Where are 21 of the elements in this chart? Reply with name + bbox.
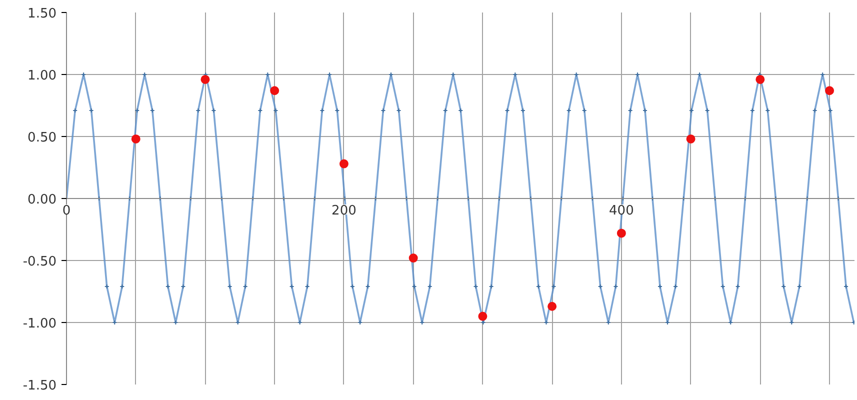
point — [616, 228, 626, 238]
point — [131, 134, 140, 144]
y-tick-label: 0.50 — [28, 130, 57, 146]
point — [478, 312, 488, 321]
point — [548, 302, 557, 311]
y-tick-label: -1.50 — [22, 378, 57, 394]
x-tick-label: 400 — [609, 204, 634, 218]
point — [270, 86, 280, 96]
y-tick-label: 1.50 — [28, 6, 57, 22]
y-tick-label: 0.00 — [28, 192, 57, 208]
point — [756, 74, 765, 84]
point — [825, 86, 834, 96]
y-tick-label: 1.00 — [28, 68, 57, 84]
point — [200, 74, 210, 84]
point — [686, 134, 696, 144]
point — [408, 254, 418, 263]
x-tick-label: 0 — [62, 204, 71, 218]
point — [339, 159, 348, 168]
y-tick-label: -1.00 — [22, 316, 57, 332]
x-tick-label: 200 — [332, 204, 356, 218]
y-tick-label: -0.50 — [22, 254, 57, 270]
